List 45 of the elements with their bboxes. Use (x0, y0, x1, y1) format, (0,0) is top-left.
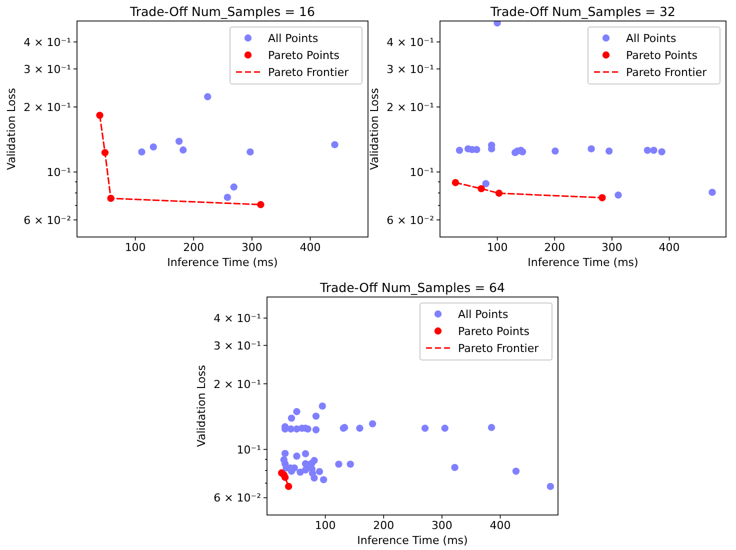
y-axis-title: Validation Loss (5, 88, 18, 170)
y-tick-label: 4 × 10⁻¹ (214, 312, 261, 326)
x-tick-label: 400 (490, 519, 511, 532)
y-tick-label: 10⁻¹ (410, 166, 434, 179)
y-tick-label: 6 × 10⁻² (24, 214, 71, 227)
y-tick-label: 3 × 10⁻¹ (214, 339, 261, 352)
y-tick-label: 10⁻¹ (46, 166, 71, 179)
legend-label: Pareto Frontier (458, 342, 540, 355)
x-tick-label: 200 (183, 241, 204, 254)
chart-title: Trade-Off Num_Samples = 16 (129, 4, 315, 19)
legend-label: All Points (458, 308, 508, 321)
y-tick-label: 4 × 10⁻¹ (24, 36, 71, 49)
x-axis-title: Inference Time (ms) (167, 256, 278, 269)
x-tick-label: 100 (486, 241, 508, 254)
legend-label: Pareto Points (626, 49, 698, 62)
legend-label: Pareto Points (268, 49, 340, 62)
chart-title: Trade-Off Num_Samples = 32 (490, 4, 676, 19)
legend-label: Pareto Frontier (268, 66, 350, 79)
legend-label: All Points (268, 32, 318, 45)
chart-title: Trade-Off Num_Samples = 64 (319, 280, 505, 295)
legend-label: All Points (626, 32, 676, 45)
x-tick-label: 300 (431, 519, 452, 532)
y-axis-title: Validation Loss (195, 364, 208, 447)
legend-label: Pareto Frontier (626, 66, 708, 79)
y-tick-label: 10⁻¹ (236, 443, 261, 456)
y-tick-label: 3 × 10⁻¹ (24, 62, 71, 76)
x-tick-label: 300 (601, 241, 622, 254)
y-axis-title: Validation Loss (368, 88, 381, 170)
y-tick-label: 6 × 10⁻² (214, 492, 261, 505)
x-tick-label: 400 (300, 241, 321, 254)
x-axis-title: Inference Time (ms) (357, 534, 468, 547)
legend-label: Pareto Points (458, 325, 530, 338)
x-tick-label: 400 (658, 241, 680, 254)
x-tick-label: 100 (314, 519, 336, 532)
y-tick-label: 3 × 10⁻¹ (386, 62, 434, 76)
y-tick-label: 2 × 10⁻¹ (386, 100, 434, 114)
y-tick-label: 2 × 10⁻¹ (24, 100, 71, 114)
x-tick-label: 300 (241, 241, 262, 254)
y-tick-label: 2 × 10⁻¹ (214, 378, 261, 391)
x-tick-label: 100 (124, 241, 146, 254)
y-tick-label: 4 × 10⁻¹ (386, 36, 434, 49)
x-axis-title: Inference Time (ms) (528, 256, 638, 269)
y-tick-label: 6 × 10⁻² (386, 214, 434, 227)
x-tick-label: 200 (544, 241, 566, 254)
x-tick-label: 200 (373, 519, 394, 532)
